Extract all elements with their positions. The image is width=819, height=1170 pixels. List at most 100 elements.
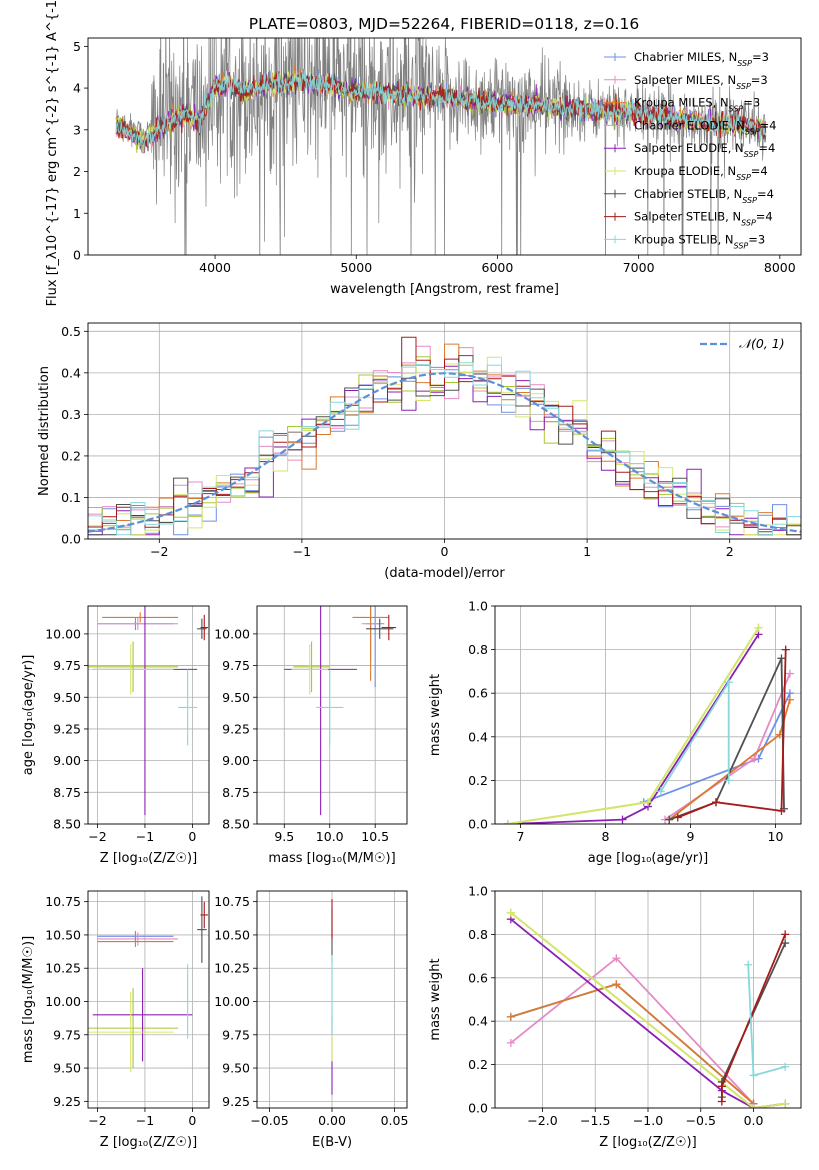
legend-label: Salpeter ELODIE, NSSP=4 xyxy=(634,141,775,159)
weight-point xyxy=(754,623,763,632)
tick-label-x: −1 xyxy=(293,544,311,559)
tick-label-y: 0.5 xyxy=(61,324,81,339)
tick-label-x: −1 xyxy=(136,829,154,844)
model-spectrum-line xyxy=(115,68,767,154)
tick-label-y: 0 xyxy=(73,248,81,263)
legend-label: Kroupa STELIB, NSSP=3 xyxy=(634,232,765,250)
figure-title: PLATE=0803, MJD=52264, FIBERID=0118, z=0… xyxy=(249,15,639,33)
plot-area xyxy=(88,606,209,816)
tick-label-x: 2 xyxy=(726,544,734,559)
tick-label-y: 0.6 xyxy=(468,970,488,985)
tick-label-y: 9.50 xyxy=(53,690,81,705)
weight-point xyxy=(749,1071,758,1080)
tick-label-x: 6000 xyxy=(482,260,514,275)
weight-point xyxy=(785,695,794,704)
tick-label-y: 8.75 xyxy=(222,785,250,800)
x-axis-label: mass [log₁₀(M/M☉)] xyxy=(268,851,395,866)
tick-label-x: 0 xyxy=(441,544,449,559)
y-axis-label: age [log₁₀(age/yr)] xyxy=(21,655,36,776)
legend-subscript: SSP xyxy=(736,81,751,90)
plot-area xyxy=(284,606,397,816)
marks xyxy=(115,38,767,255)
weight-point xyxy=(749,1104,758,1108)
legend-label: 𝒩(0, 1) xyxy=(739,336,785,351)
legend-value: =4 xyxy=(757,187,774,201)
axes-frame xyxy=(494,890,802,1109)
y-axis-label: mass [log₁₀(M/M☉)] xyxy=(21,936,36,1063)
tick-label-y: 9.25 xyxy=(53,721,81,736)
axes-age-vs-mass: 9.5 10.0 10.5 8.50 8.75 9.00 9.25 9.50 9.75 10.00… xyxy=(214,605,408,866)
weight-point xyxy=(618,815,627,824)
legend-subscript: SSP xyxy=(741,218,756,227)
tick-label-y: 9.50 xyxy=(222,690,250,705)
weight-point xyxy=(724,678,733,687)
tick-label-y: 0.3 xyxy=(61,407,81,422)
grid xyxy=(88,606,209,825)
tick-label-y: 10.25 xyxy=(214,961,250,976)
tick-label-y: 0.6 xyxy=(468,686,488,701)
axes-frame xyxy=(87,605,210,825)
marks xyxy=(88,336,801,536)
tick-label-x: 10.5 xyxy=(361,829,389,844)
tick-label-y: 0.0 xyxy=(61,532,81,547)
legend-value: =4 xyxy=(758,141,775,155)
weight-line xyxy=(507,633,760,824)
tick-label-x: 10.0 xyxy=(316,829,344,844)
legend-value: =3 xyxy=(751,73,768,87)
axes-frame xyxy=(87,890,210,1109)
tick-label-y: 10.50 xyxy=(45,927,81,942)
weight-point xyxy=(665,815,674,824)
legend-value: =4 xyxy=(756,210,773,224)
tick-label-x: 0 xyxy=(188,829,196,844)
tick-label-y: 0.2 xyxy=(468,1057,488,1072)
weight-point xyxy=(503,820,512,824)
y-axis-label: Flux [f_λ10^{-17} erg cm^{-2} s^{-1} A^{… xyxy=(45,0,60,306)
marks xyxy=(503,623,794,824)
x-axis-label: E(B-V) xyxy=(312,1135,352,1150)
tick-label-y: 9.25 xyxy=(222,721,250,736)
axis-frame: −2.0 −1.5 −1.0 −0.5 0.0 0.0 0.2 0.4 0.6 0.8 1.0 Z [… xyxy=(428,884,802,1150)
weight-line xyxy=(677,649,787,819)
tick-label-y: 10.00 xyxy=(214,994,250,1009)
weight-point xyxy=(750,754,759,763)
legend-value: =3 xyxy=(748,232,765,246)
tick-label-y: 5 xyxy=(73,39,81,54)
tick-label-x: 9 xyxy=(687,829,695,844)
weight-point xyxy=(712,798,720,807)
weight-point xyxy=(781,1062,790,1071)
plot-area xyxy=(88,896,209,1073)
tick-label-y: 0.4 xyxy=(468,1014,488,1029)
tick-label-x: −2.0 xyxy=(527,1113,557,1128)
marks xyxy=(284,606,397,816)
plot-area xyxy=(503,623,794,824)
legend-subscript: SSP xyxy=(742,195,757,204)
x-axis-label: Z [log₁₀(Z/Z☉)] xyxy=(599,1135,696,1150)
axes-frame xyxy=(256,890,408,1109)
tick-label-y: 1.0 xyxy=(468,599,488,614)
weight-point xyxy=(724,776,733,785)
weight-point xyxy=(785,669,794,678)
tick-label-x: 9.5 xyxy=(274,829,294,844)
tick-label-x: 10 xyxy=(768,829,784,844)
weight-point xyxy=(506,1038,515,1047)
tick-label-y: 10.75 xyxy=(45,894,81,909)
weight-line xyxy=(643,692,791,804)
tick-label-y: 9.25 xyxy=(53,1094,81,1109)
tick-label-y: 10.00 xyxy=(45,994,81,1009)
weight-point xyxy=(777,654,786,663)
weight-line xyxy=(507,627,760,824)
weight-point xyxy=(644,798,652,807)
tick-label-y: 1 xyxy=(73,206,81,221)
tick-label-y: 8.75 xyxy=(53,785,81,800)
axes-spectrum: 4000 5000 6000 7000 8000 0 1 2 3 4 5 wavelength [An… xyxy=(45,0,802,306)
tick-label-x: 0 xyxy=(188,1113,196,1128)
x-axis-label: (data-model)/error xyxy=(384,566,505,581)
x-axis-label: Z [log₁₀(Z/Z☉)] xyxy=(100,851,197,866)
tick-label-y: 10.25 xyxy=(45,961,81,976)
axes-weight-vs-age: 7 8 9 10 0.0 0.2 0.4 0.6 0.8 1.0 age [log₁₀(age/yr… xyxy=(428,599,802,866)
tick-label-y: 10.00 xyxy=(214,626,250,641)
plot-area xyxy=(115,38,767,255)
axes-weight-vs-Z: −2.0 −1.5 −1.0 −0.5 0.0 0.0 0.2 0.4 0.6 0.8 1.0 Z [… xyxy=(428,884,802,1150)
weight-point xyxy=(506,908,515,917)
